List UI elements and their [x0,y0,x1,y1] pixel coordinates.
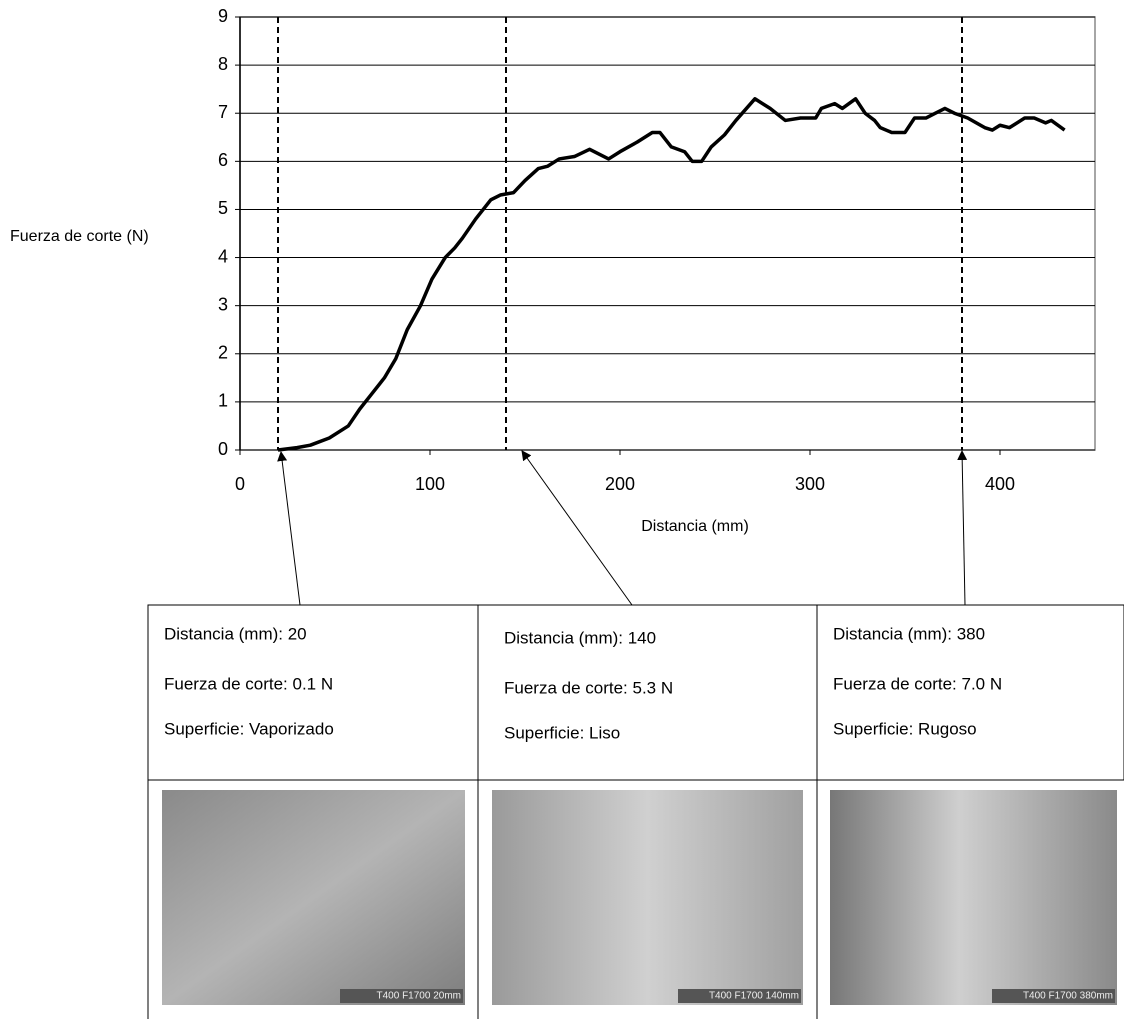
photo-caption: T400 F1700 20mm [377,991,462,1002]
panel-text: Superficie: Rugoso [833,719,977,738]
caption-bg [992,989,1115,1003]
y-tick-label: 3 [218,294,228,314]
panel-text: Fuerza de corte: 7.0 N [833,674,1002,693]
x-axis-label: Distancia (mm) [641,518,749,535]
panel-text: Superficie: Liso [504,723,620,742]
arrow [521,450,633,606]
x-tick-label: 200 [605,474,635,494]
panel-text: Fuerza de corte: 5.3 N [504,678,673,697]
arrow [957,450,968,606]
photo [492,790,803,1005]
x-tick-label: 100 [415,474,445,494]
panel-text: Distancia (mm): 20 [164,624,307,643]
caption-bg [340,989,463,1003]
y-tick-label: 7 [218,102,228,122]
plot: 0 1 2 3 4 5 6 7 8 9 0 100 200 300 400 [218,6,1096,494]
y-tick-label: 5 [218,198,228,218]
photo-caption: T400 F1700 140mm [709,991,799,1002]
data-line [277,97,1066,452]
panel-box [147,604,1124,781]
x-tick-label: 400 [985,474,1015,494]
x-tick-label: 300 [795,474,825,494]
y-axis-label: Fuerza de corte (N) [10,228,149,245]
y-tick-label: 9 [218,6,228,26]
x-tick-label: 0 [235,474,245,494]
panels: Distancia (mm): 20 Fuerza de corte: 0.1 N… [164,624,1115,1003]
photo [162,790,465,1005]
y-tick-label: 2 [218,343,228,363]
plot-area [239,16,1096,451]
photo-caption: T400 F1700 380mm [1023,991,1113,1002]
y-tick-label: 8 [218,54,228,74]
caption-bg [678,989,801,1003]
panel-text: Superficie: Vaporizado [164,719,334,738]
panel-text: Distancia (mm): 140 [504,628,656,647]
y-tick-label: 0 [218,439,228,459]
y-tick-label: 1 [218,391,228,411]
photo [830,790,1117,1005]
panel-text: Distancia (mm): 380 [833,624,985,643]
arrow [277,451,301,606]
y-tick-label: 6 [218,150,228,170]
y-tick-label: 4 [218,246,228,266]
panel-text: Fuerza de corte: 0.1 N [164,674,333,693]
